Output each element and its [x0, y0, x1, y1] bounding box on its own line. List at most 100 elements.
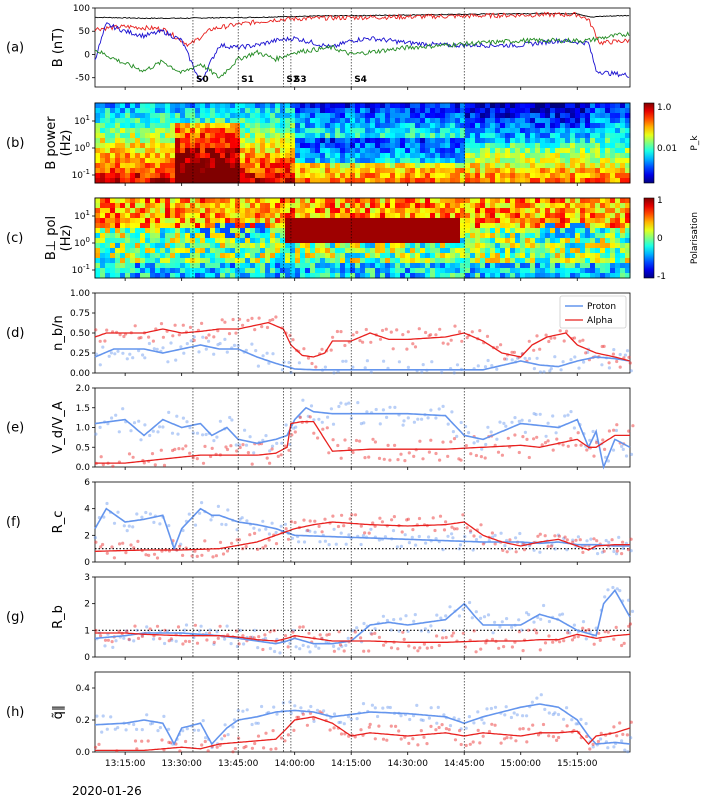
- panel-d-alpha-scatter-point: [538, 347, 542, 351]
- spectrogram-cell: [505, 143, 511, 149]
- panel-e-proton-scatter-point: [344, 402, 348, 406]
- spectrogram-cell: [540, 158, 546, 164]
- spectrogram-cell: [120, 118, 126, 124]
- spectrogram-cell: [575, 228, 581, 234]
- y-tick-label: 3: [84, 573, 90, 583]
- spectrogram-cell: [400, 208, 406, 214]
- spectrogram-cell: [135, 218, 141, 224]
- panel-d-alpha-scatter-point: [581, 338, 585, 342]
- spectrogram-cell: [365, 248, 371, 254]
- spectrogram-cell: [170, 263, 176, 269]
- spectrogram-cell: [525, 253, 531, 259]
- spectrogram-cell: [150, 158, 156, 164]
- spectrogram-cell: [435, 258, 441, 264]
- spectrogram-cell: [245, 263, 251, 269]
- spectrogram-cell: [170, 133, 176, 139]
- panel-d-alpha-scatter-point: [584, 351, 588, 355]
- spectrogram-cell: [180, 133, 186, 139]
- spectrogram-cell: [545, 178, 551, 184]
- spectrogram-cell: [475, 103, 481, 109]
- spectrogram-cell: [400, 128, 406, 134]
- panel-g-proton-scatter-point: [250, 635, 254, 639]
- panel-f-proton-scatter-point: [264, 527, 268, 531]
- spectrogram-cell: [175, 123, 181, 129]
- spectrogram-cell: [500, 148, 506, 154]
- panel-e-alpha-scatter-point: [363, 456, 367, 460]
- spectrogram-cell: [220, 158, 226, 164]
- spectrogram-cell: [450, 118, 456, 124]
- spectrogram-cell: [180, 268, 186, 274]
- panel-e-proton-scatter-point: [212, 439, 216, 443]
- spectrogram-cell: [430, 143, 436, 149]
- spectrogram-cell: [195, 248, 201, 254]
- spectrogram-cell: [120, 163, 126, 169]
- spectrogram-cell: [395, 113, 401, 119]
- spectrogram-cell: [290, 213, 296, 219]
- series-magBmag: [95, 12, 630, 20]
- spectrogram-cell: [245, 143, 251, 149]
- spectrogram-cell: [230, 218, 236, 224]
- panel-f-proton-scatter-point: [339, 531, 343, 535]
- spectrogram-cell: [210, 153, 216, 159]
- spectrogram-cell: [415, 258, 421, 264]
- panel-e-alpha-scatter-point: [331, 438, 335, 442]
- panel-g-proton-scatter-point: [470, 616, 474, 620]
- spectrogram-cell: [570, 223, 576, 229]
- panel-e-alpha-scatter-point: [579, 443, 583, 447]
- spectrogram-cell: [575, 258, 581, 264]
- spectrogram-cell: [170, 163, 176, 169]
- spectrogram-cell: [485, 248, 491, 254]
- spectrogram-cell: [255, 173, 261, 179]
- panel-h-proton-scatter-point: [547, 711, 551, 715]
- spectrogram-cell: [610, 163, 616, 169]
- panel-e-proton-scatter-point: [446, 422, 450, 426]
- spectrogram-cell: [520, 133, 526, 139]
- spectrogram-cell: [180, 148, 186, 154]
- spectrogram-cell: [550, 248, 556, 254]
- spectrogram-cell: [555, 173, 561, 179]
- panel-h-proton-scatter-point: [472, 721, 476, 725]
- spectrogram-cell: [305, 243, 311, 249]
- spectrogram-cell: [390, 248, 396, 254]
- panel-d-alpha-scatter-point: [238, 317, 242, 321]
- spectrogram-cell: [255, 268, 261, 274]
- spectrogram-cell: [120, 128, 126, 134]
- spectrogram-cell: [390, 148, 396, 154]
- spectrogram-cell: [280, 238, 286, 244]
- panel-f-proton-scatter-point: [297, 540, 301, 544]
- spectrogram-cell: [190, 153, 196, 159]
- spectrogram-cell: [595, 133, 601, 139]
- spectrogram-cell: [120, 273, 126, 279]
- spectrogram-cell: [225, 243, 231, 249]
- spectrogram-cell: [160, 113, 166, 119]
- spectrogram-cell: [140, 143, 146, 149]
- spectrogram-cell: [420, 123, 426, 129]
- spectrogram-cell: [570, 213, 576, 219]
- panel-f-alpha-scatter-point: [479, 523, 483, 527]
- panel-g-proton-scatter-point: [340, 644, 344, 649]
- spectrogram-cell: [435, 133, 441, 139]
- spectrogram-cell: [440, 168, 446, 174]
- spectrogram-cell: [545, 208, 551, 214]
- spectrogram-cell: [165, 263, 171, 269]
- spectrogram-cell: [230, 238, 236, 244]
- spectrogram-cell: [305, 253, 311, 259]
- spectrogram-cell: [580, 128, 586, 134]
- spectrogram-cell: [600, 223, 606, 229]
- panel-g-proton-scatter-point: [448, 605, 452, 609]
- panel-h-alpha-scatter-point: [269, 747, 273, 751]
- spectrogram-cell: [340, 168, 346, 174]
- panel-f-proton-scatter-point: [323, 539, 327, 543]
- spectrogram-cell: [540, 103, 546, 109]
- spectrogram-cell: [185, 118, 191, 124]
- spectrogram-cell: [505, 203, 511, 209]
- panel-e-proton-scatter-point: [181, 416, 185, 420]
- spectrogram-cell: [430, 103, 436, 109]
- spectrogram-cell: [320, 118, 326, 124]
- panel-d-alpha-scatter-point: [611, 352, 616, 356]
- spectrogram-cell: [235, 178, 241, 184]
- spectrogram-cell: [610, 213, 616, 219]
- spectrogram-cell: [560, 233, 566, 239]
- panel-d-proton-scatter-point: [236, 344, 240, 348]
- spectrogram-cell: [550, 178, 556, 184]
